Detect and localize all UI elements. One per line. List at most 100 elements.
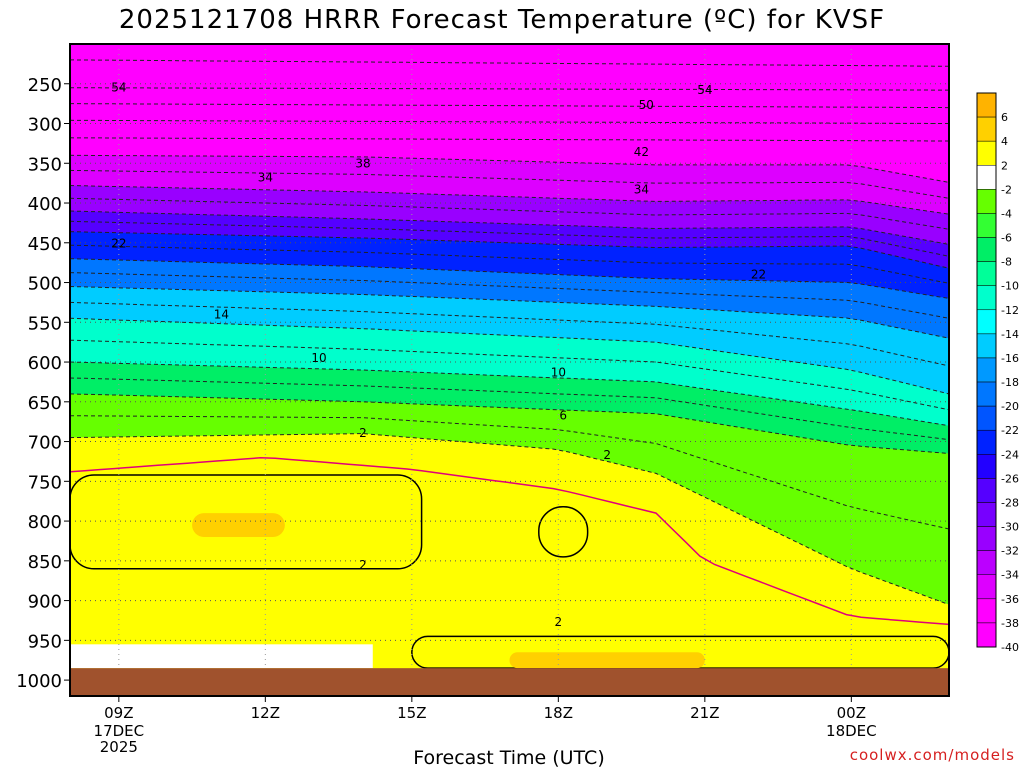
colorbar-swatch	[976, 309, 997, 335]
y-tick-label: 500	[28, 274, 62, 295]
contour-label: 38	[355, 156, 370, 170]
colorbar-label: -34	[1001, 569, 1019, 582]
colorbar-swatch	[976, 622, 997, 648]
contour-label: 2	[359, 426, 367, 440]
contour-label: 54	[697, 83, 712, 97]
credit-link[interactable]: coolwx.com/models	[850, 746, 1015, 764]
plot-area	[70, 44, 949, 696]
colorbar-swatch	[976, 261, 997, 286]
contour-label: 14	[214, 307, 229, 321]
contour-label: 54	[111, 81, 126, 95]
contour-lines	[70, 59, 949, 626]
contour-label: 34	[634, 183, 649, 197]
contour-label: 22	[751, 268, 766, 282]
colorbar-swatch	[976, 381, 997, 407]
colorbar-label: -40	[1001, 641, 1019, 654]
colorbar-label: -16	[1001, 352, 1019, 365]
colorbar-label: -24	[1001, 448, 1019, 461]
y-tick-label: 700	[28, 433, 62, 454]
x-date-label: 2025	[100, 738, 138, 756]
y-tick-label: 650	[28, 393, 62, 414]
y-tick-label: 600	[28, 353, 62, 374]
colorbar-swatch	[976, 237, 997, 262]
colorbar-label: 4	[1001, 135, 1008, 148]
contour-label: 22	[111, 237, 126, 251]
x-axis-label: Forecast Time (UTC)	[413, 747, 604, 768]
ground-surface	[70, 668, 949, 696]
y-tick-label: 900	[28, 592, 62, 613]
colorbar-swatch	[976, 92, 997, 118]
colorbar-label: -32	[1001, 545, 1019, 558]
contour-label: 34	[258, 171, 273, 185]
y-tick-label: 400	[28, 194, 62, 215]
colorbar-label: -12	[1001, 304, 1019, 317]
y-tick-label: 450	[28, 234, 62, 255]
plot-frame	[69, 43, 950, 697]
colorbar-swatch	[976, 165, 997, 190]
colorbar-label: -26	[1001, 472, 1019, 485]
colorbar-swatch	[976, 405, 997, 431]
y-tick-label: 850	[28, 552, 62, 573]
colorbar-label: -36	[1001, 593, 1019, 606]
colorbar-label: -4	[1001, 207, 1012, 220]
colorbar-swatch	[976, 140, 997, 166]
colorbar-label: -20	[1001, 400, 1019, 413]
chart-title: 2025121708 HRRR Forecast Temperature (ºC…	[119, 5, 885, 35]
colorbar-label: -14	[1001, 328, 1019, 341]
contour-label: 50	[639, 98, 654, 112]
x-date-label: 17DEC	[94, 722, 145, 740]
colorbar-label: -28	[1001, 497, 1019, 510]
colorbar-swatch	[976, 285, 997, 311]
y-tick-label: 750	[28, 472, 62, 493]
colorbar-label: 6	[1001, 111, 1008, 124]
colorbar-label: -22	[1001, 424, 1019, 437]
y-tick-label: 950	[28, 631, 62, 652]
contour-label: 2	[359, 558, 367, 572]
colorbar-label: -6	[1001, 232, 1012, 245]
x-tick-label: 09Z	[104, 704, 133, 722]
y-tick-label: 300	[28, 115, 62, 136]
colorbar-label: -10	[1001, 280, 1019, 293]
colorbar-swatch	[976, 478, 997, 503]
colorbar-swatch	[976, 429, 997, 455]
y-tick-label: 350	[28, 154, 62, 175]
near-surface-cold-layer	[70, 644, 373, 669]
colorbar-label: -38	[1001, 617, 1019, 630]
colorbar-frame	[976, 92, 997, 648]
colorbar-label: -18	[1001, 376, 1019, 389]
x-tick-label: 12Z	[251, 704, 280, 722]
colorbar-swatch	[976, 550, 997, 575]
temperature-fill-layer	[70, 44, 949, 696]
contour-label: 2	[555, 615, 563, 629]
y-tick-label: 550	[28, 313, 62, 334]
x-tick-label: 18Z	[544, 704, 573, 722]
y-tick-label: 1000	[16, 671, 62, 692]
colorbar-swatch	[976, 502, 997, 527]
warm-layer-region	[192, 513, 285, 537]
x-date-label: 18DEC	[826, 722, 877, 740]
contour-label: 10	[311, 351, 326, 365]
gridlines	[70, 44, 949, 696]
colorbar: 6 4 2 -2 -4 -6 -8 -10 -12 -14 -16 -18 -20 -22 -24 -26 -2…	[976, 92, 1019, 654]
colorbar-label: -30	[1001, 521, 1019, 534]
colorbar-label: -8	[1001, 256, 1012, 269]
freezing-level-line	[70, 457, 949, 626]
x-tick-label: 15Z	[397, 704, 426, 722]
y-tick-label: 250	[28, 75, 62, 96]
colorbar-swatch	[976, 213, 997, 238]
colorbar-swatch	[976, 357, 997, 383]
colorbar-label: 2	[1001, 159, 1008, 172]
colorbar-swatch	[976, 333, 997, 359]
colorbar-swatch	[976, 526, 997, 551]
warm-layer-region	[509, 652, 705, 669]
colorbar-label: -2	[1001, 183, 1012, 196]
y-axis: 250 300 350 400 450 500 550 600 650 700 750 800 850 9…	[16, 75, 70, 692]
contour-label: 2	[603, 448, 611, 462]
contour-label: 42	[634, 145, 649, 159]
warm-layer-region	[538, 506, 589, 558]
colorbar-swatch	[976, 454, 997, 479]
colorbar-swatch	[976, 189, 997, 214]
